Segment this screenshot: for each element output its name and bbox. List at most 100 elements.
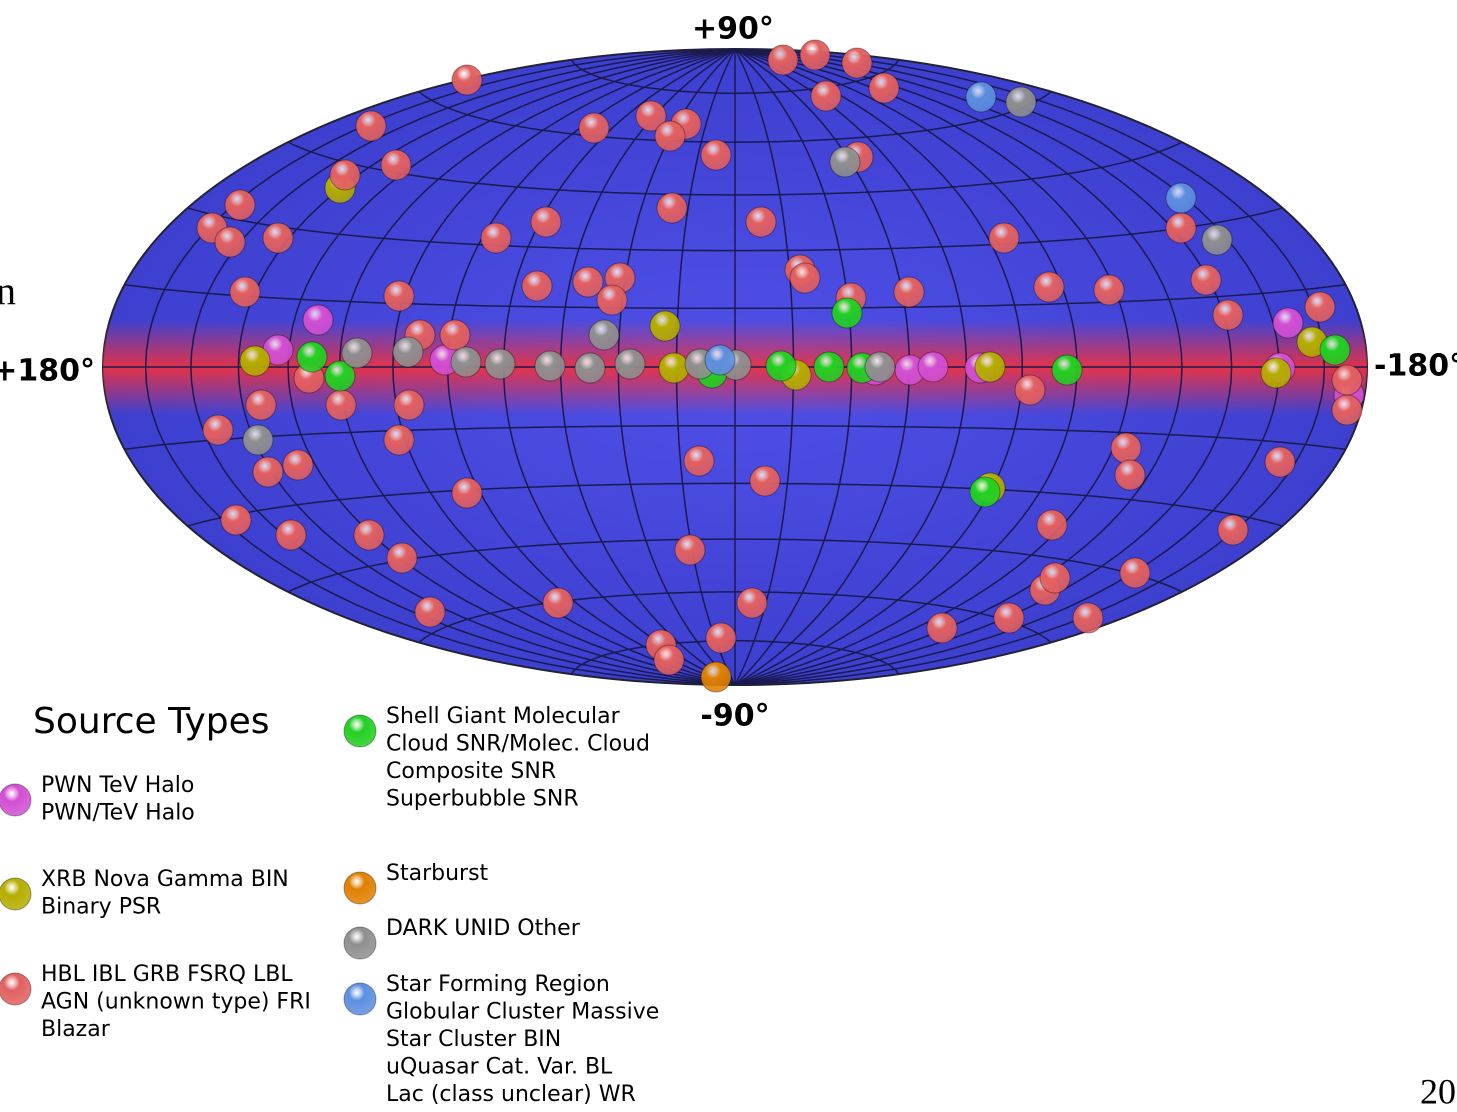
legend-label: XRB Nova Gamma BIN [41, 867, 289, 892]
source-dot [811, 81, 841, 111]
legend-title: Source Types [33, 701, 270, 742]
legend-label: Blazar [41, 1017, 111, 1042]
source-dot [243, 425, 273, 455]
source-dot [221, 505, 251, 535]
source-dot [659, 353, 689, 383]
source-dot [1034, 272, 1064, 302]
source-dot [1040, 563, 1070, 593]
source-dot [705, 345, 735, 375]
source-dot [589, 320, 619, 350]
legend: PWN TeV Halo PWN/TeV Halo XRB Nova Gamma B… [0, 704, 659, 1107]
source-dot [746, 207, 776, 237]
source-dot [1191, 265, 1221, 295]
source-dot [1261, 358, 1291, 388]
source-dot [1332, 395, 1362, 425]
source-dot [657, 193, 687, 223]
source-dot [701, 140, 731, 170]
source-dot [535, 351, 565, 381]
legend-swatch [0, 973, 31, 1005]
sky-map [103, 40, 1367, 692]
north-label: +90° [692, 12, 774, 47]
source-dot [531, 207, 561, 237]
source-dot [1332, 365, 1362, 395]
source-dot [830, 147, 860, 177]
source-dot [1273, 308, 1303, 338]
legend-swatch [344, 983, 376, 1015]
right-label: -180° [1374, 349, 1457, 384]
source-dot [597, 285, 627, 315]
legend-label: PWN TeV Halo [41, 773, 194, 798]
legend-label: Cloud SNR/Molec. Cloud [386, 732, 650, 757]
source-dot [481, 223, 511, 253]
source-dot [701, 662, 731, 692]
source-dot [737, 588, 767, 618]
legend-label: Composite SNR [386, 759, 556, 784]
legend-label: Star Cluster BIN [386, 1027, 561, 1052]
legend-swatch [344, 715, 376, 747]
slide: +90° -90° +180° -180° n 20 Source Types … [0, 0, 1457, 1108]
legend-label: Star Forming Region [386, 972, 610, 997]
source-dot [766, 351, 796, 381]
source-dot [1320, 335, 1350, 365]
source-dot [1202, 225, 1232, 255]
source-dot [615, 349, 645, 379]
source-dot [1073, 603, 1103, 633]
source-dot [303, 305, 333, 335]
source-dot [989, 223, 1019, 253]
legend-label: Lac (class unclear) WR [386, 1082, 636, 1107]
source-dot [1052, 355, 1082, 385]
source-dot [684, 446, 714, 476]
legend-label: Superbubble SNR [386, 787, 579, 812]
source-dot [750, 466, 780, 496]
source-dot [342, 338, 372, 368]
source-dot [276, 520, 306, 550]
source-dot [650, 311, 680, 341]
source-dot [330, 160, 360, 190]
source-dot [440, 320, 470, 350]
source-dot [994, 603, 1024, 633]
source-dot [387, 543, 417, 573]
source-dot [230, 277, 260, 307]
source-dot [927, 613, 957, 643]
source-dot [1111, 433, 1141, 463]
legend-swatch [344, 927, 376, 959]
legend-swatch [0, 878, 31, 910]
source-dot [1120, 558, 1150, 588]
source-dot [1305, 292, 1335, 322]
source-dot [654, 645, 684, 675]
source-dot [522, 271, 552, 301]
source-dot [215, 227, 245, 257]
source-dot [918, 352, 948, 382]
source-dot [865, 352, 895, 382]
source-dot [381, 150, 411, 180]
source-dot [283, 450, 313, 480]
source-dot [1015, 375, 1045, 405]
source-dot [384, 425, 414, 455]
source-dot [1166, 183, 1196, 213]
source-dot [706, 623, 736, 653]
source-dot [1218, 515, 1248, 545]
source-dot [1094, 275, 1124, 305]
edge-text: n [0, 268, 16, 313]
legend-label: Globular Cluster Massive [386, 1000, 659, 1025]
source-dot [415, 597, 445, 627]
legend-label: uQuasar Cat. Var. BL [386, 1055, 613, 1080]
page-number: 20 [1420, 1071, 1456, 1108]
source-dot [452, 65, 482, 95]
source-dot [970, 477, 1000, 507]
source-dot [356, 111, 386, 141]
legend-label: Starburst [386, 861, 489, 886]
source-dot [800, 40, 830, 70]
source-dot [842, 48, 872, 78]
legend-swatch [0, 784, 31, 816]
source-dot [790, 263, 820, 293]
source-dot [326, 390, 356, 420]
source-dot [297, 342, 327, 372]
legend-label: Binary PSR [41, 895, 161, 920]
source-dot [240, 346, 270, 376]
source-dot [966, 82, 996, 112]
legend-label: PWN/TeV Halo [41, 801, 195, 826]
source-dot [393, 337, 423, 367]
source-dot [384, 281, 414, 311]
source-dot [246, 390, 276, 420]
